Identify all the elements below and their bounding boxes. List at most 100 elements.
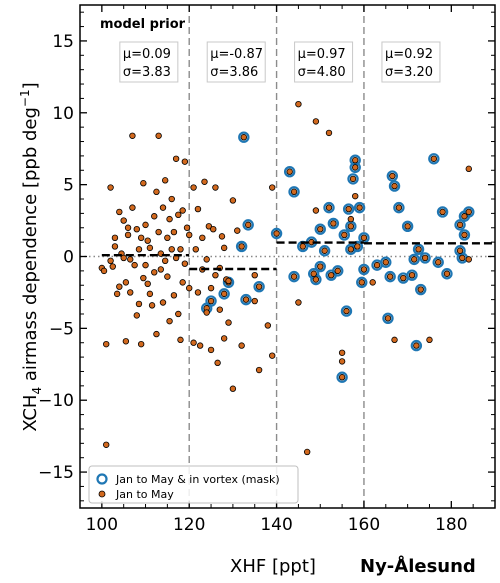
vortex-data-point xyxy=(384,315,392,322)
vortex-data-point xyxy=(386,273,394,280)
vortex-data-point xyxy=(430,155,438,162)
data-point xyxy=(251,271,258,279)
vortex-data-point xyxy=(459,254,466,262)
vortex-ring-point xyxy=(380,256,392,268)
data-point xyxy=(338,358,346,365)
vortex-ring-point xyxy=(238,131,250,143)
vortex-data-point xyxy=(439,208,446,216)
vortex-data-point xyxy=(330,220,337,227)
y-axis-label: XCH4 airmass dependence [ppb deg−1] xyxy=(18,82,44,431)
vortex-data-point xyxy=(338,374,346,381)
vortex-data-point xyxy=(290,273,298,280)
vortex-data-point xyxy=(352,157,359,164)
stat-box xyxy=(119,41,179,83)
data-point xyxy=(426,336,433,344)
vortex-data-point xyxy=(220,290,228,298)
data-point xyxy=(122,338,130,345)
vortex-data-point xyxy=(207,297,215,305)
data-point xyxy=(170,292,178,299)
data-point xyxy=(137,234,145,242)
bin-mean-lines xyxy=(101,241,495,271)
y-axis-ticks: −15 −10 −5 0 5 10 15 xyxy=(38,11,495,502)
vortex-data-point xyxy=(345,205,352,213)
data-point xyxy=(190,339,197,346)
data-point xyxy=(120,217,127,224)
data-point xyxy=(352,192,359,200)
data-point xyxy=(140,274,147,282)
data-point xyxy=(129,204,136,211)
vortex-data-point xyxy=(382,259,389,266)
data-point xyxy=(133,312,140,319)
data-point xyxy=(146,244,154,252)
vortex-ring-point xyxy=(351,240,364,253)
data-point xyxy=(229,197,237,204)
data-point xyxy=(161,257,169,265)
data-point xyxy=(295,299,302,306)
data-point xyxy=(172,155,180,162)
data-point xyxy=(218,233,226,240)
data-point xyxy=(255,366,263,374)
data-point xyxy=(225,319,232,326)
vortex-ring-point xyxy=(270,227,283,240)
data-point xyxy=(225,277,232,285)
vortex-data-point xyxy=(461,231,468,239)
data-point xyxy=(164,273,171,280)
stat-box xyxy=(206,41,266,83)
data-point xyxy=(179,207,186,214)
data-point xyxy=(264,322,272,329)
data-point xyxy=(127,256,134,263)
vortex-data-point xyxy=(417,286,424,293)
vortex-data-point xyxy=(443,270,451,277)
vortex-data-point xyxy=(312,276,320,283)
y-tick-label: 0 xyxy=(63,248,74,268)
y-axis-label-superscript: −1 xyxy=(18,89,32,107)
data-point xyxy=(166,317,173,325)
data-point xyxy=(146,290,154,298)
data-point xyxy=(190,184,197,191)
vortex-ring-point xyxy=(412,243,425,256)
legend-ring-marker xyxy=(96,473,108,485)
data-point xyxy=(111,243,119,250)
data-point xyxy=(234,227,241,234)
vortex-data-point xyxy=(334,267,341,275)
vortex-data-point xyxy=(255,283,263,290)
data-point xyxy=(214,359,221,367)
legend: Jan to May & in vortex (mask) Jan to May xyxy=(88,465,299,504)
data-point xyxy=(142,221,149,229)
vortex-ring-point xyxy=(235,240,248,253)
data-point xyxy=(210,225,217,233)
vortex-ring-point xyxy=(288,270,300,283)
data-point xyxy=(116,283,123,290)
vortex-ring-point xyxy=(205,295,217,307)
data-point xyxy=(465,165,472,173)
vortex-data-point xyxy=(389,172,396,180)
vortex-data-point xyxy=(360,266,368,273)
data-point xyxy=(216,306,223,313)
data-point xyxy=(207,346,215,354)
vortex-data-point xyxy=(273,230,280,237)
data-point xyxy=(177,246,184,253)
legend-label-vortex: Jan to May & in vortex (mask) xyxy=(115,473,280,486)
data-point xyxy=(109,263,116,270)
vortex-ring-point xyxy=(218,288,230,300)
stat-box xyxy=(381,41,441,83)
vortex-ring-point xyxy=(283,166,296,178)
vortex-data-point xyxy=(395,204,403,211)
data-point xyxy=(203,256,210,263)
legend-box xyxy=(88,465,299,504)
data-point xyxy=(142,261,149,269)
data-point xyxy=(144,237,151,244)
data-point xyxy=(312,118,320,125)
vortex-ring-point xyxy=(454,219,466,231)
guide-lines xyxy=(80,5,495,508)
data-point xyxy=(153,330,160,338)
data-point xyxy=(103,441,110,448)
data-point xyxy=(203,309,210,316)
data-point xyxy=(269,184,276,191)
stat-mu: μ=-0.87 xyxy=(210,47,263,62)
vortex-ring-point xyxy=(342,203,355,215)
data-point xyxy=(199,234,206,242)
data-point xyxy=(107,257,114,265)
data-point xyxy=(151,269,158,276)
data-point xyxy=(107,184,114,191)
